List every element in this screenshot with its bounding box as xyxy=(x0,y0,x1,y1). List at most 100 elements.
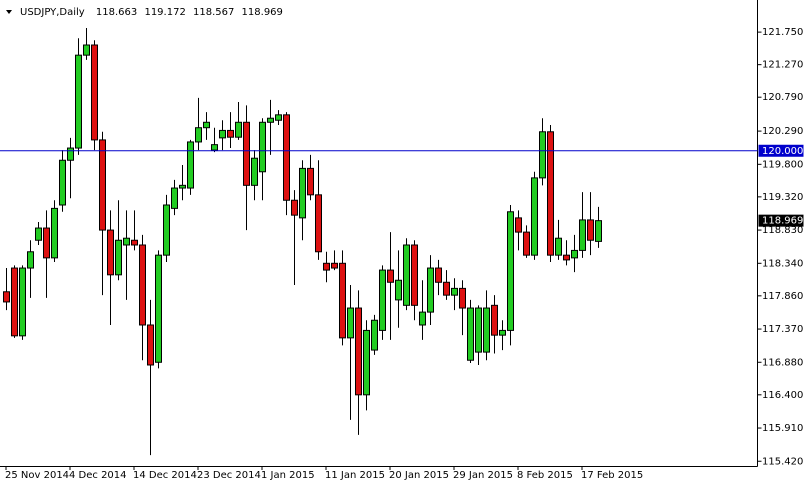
level-label-box xyxy=(758,144,804,157)
candle-body xyxy=(339,262,346,339)
x-tick-label: 29 Jan 2015 xyxy=(453,470,513,481)
level-label: 120.000 xyxy=(762,146,803,157)
candle-body xyxy=(3,291,10,303)
header-close: 118.969 xyxy=(242,7,283,18)
x-tick-label: 4 Dec 2014 xyxy=(69,470,127,481)
price-label-box xyxy=(758,214,804,227)
candle-body xyxy=(483,307,490,353)
y-tick-label: 116.880 xyxy=(762,357,803,368)
candle-body xyxy=(67,147,74,161)
candle-body xyxy=(323,262,330,271)
candle-body xyxy=(11,267,18,337)
candle-body xyxy=(299,167,306,219)
candle-body xyxy=(27,251,34,269)
candle-body xyxy=(131,239,138,246)
candle-body xyxy=(139,244,146,326)
candle-body xyxy=(563,254,570,261)
candle-body xyxy=(515,217,522,233)
candle-body xyxy=(283,114,290,201)
candle-body xyxy=(451,287,458,296)
candle-body xyxy=(187,141,194,189)
x-tick-label: 20 Jan 2015 xyxy=(389,470,449,481)
candle-body xyxy=(579,219,586,251)
candle-body xyxy=(163,204,170,256)
candle-body xyxy=(19,267,26,337)
candle-body xyxy=(467,307,474,361)
candle-body xyxy=(267,117,274,123)
y-tick-label: 115.420 xyxy=(762,456,803,467)
candle-body xyxy=(107,229,114,276)
candle-body xyxy=(531,177,538,256)
candle-body xyxy=(251,157,258,186)
candle-body xyxy=(155,254,162,363)
y-tick-label: 119.320 xyxy=(762,192,803,203)
header-open: 118.663 xyxy=(96,7,137,18)
candle-body xyxy=(427,267,434,313)
candle-body xyxy=(387,269,394,283)
y-tick-label: 118.340 xyxy=(762,258,803,269)
candle-body xyxy=(555,237,562,256)
candle-body xyxy=(75,54,82,149)
candle-body xyxy=(291,199,298,216)
candle-body xyxy=(347,307,354,339)
y-tick-label: 115.910 xyxy=(762,423,803,434)
candle-body xyxy=(211,144,218,151)
candle-body xyxy=(227,129,234,138)
y-tick-label: 119.800 xyxy=(762,159,803,170)
chart-header: USDJPY,Daily 118.663 119.172 118.567 118… xyxy=(20,7,283,18)
candle-body xyxy=(43,227,50,259)
candle-body xyxy=(595,220,602,242)
candle-body xyxy=(171,187,178,209)
candle-body xyxy=(91,44,98,141)
y-tick-label: 121.750 xyxy=(762,27,803,38)
candle-body xyxy=(51,207,58,259)
candle-body xyxy=(571,249,578,259)
candle-body xyxy=(547,131,554,256)
candle-body xyxy=(539,131,546,179)
candle-body xyxy=(523,231,530,256)
x-tick-label: 14 Dec 2014 xyxy=(133,470,197,481)
price-label: 118.969 xyxy=(762,216,803,227)
candle-body xyxy=(35,227,42,241)
candle-body xyxy=(99,139,106,231)
candle-body xyxy=(443,281,450,296)
candle-body xyxy=(115,239,122,276)
candle-body xyxy=(147,324,154,366)
candle-body xyxy=(275,114,282,121)
candle-body xyxy=(459,287,466,309)
y-tick-label: 118.830 xyxy=(762,225,803,236)
candle-body xyxy=(475,307,482,353)
candle-body xyxy=(587,219,594,241)
candle-body xyxy=(315,194,322,253)
candle-body xyxy=(59,159,66,206)
header-arrow xyxy=(6,10,12,14)
candle-body xyxy=(203,121,210,129)
candle-body xyxy=(379,269,386,331)
y-tick-label: 116.400 xyxy=(762,390,803,401)
header-high: 119.172 xyxy=(144,7,185,18)
symbol: USDJPY,Daily xyxy=(20,7,85,18)
candle-body xyxy=(195,127,202,143)
x-tick-label: 11 Jan 2015 xyxy=(325,470,385,481)
y-tick-label: 121.270 xyxy=(762,60,803,71)
x-tick-label: 25 Nov 2014 xyxy=(5,470,69,481)
candle-body xyxy=(235,121,242,138)
candle-body xyxy=(83,44,90,56)
candle-body xyxy=(371,319,378,351)
candle-body xyxy=(123,237,130,246)
candle-body xyxy=(243,121,250,186)
candle-body xyxy=(411,244,418,306)
candle-body xyxy=(179,184,186,189)
header-low: 118.567 xyxy=(193,7,234,18)
candle-body xyxy=(259,121,266,173)
candle-body xyxy=(363,329,370,396)
candle-body xyxy=(219,129,226,139)
candle-body xyxy=(499,329,506,336)
candle-body xyxy=(435,267,442,283)
x-tick-label: 1 Jan 2015 xyxy=(261,470,315,481)
y-tick-label: 117.370 xyxy=(762,324,803,335)
candle-body xyxy=(419,311,426,326)
y-tick-label: 120.790 xyxy=(762,92,803,103)
x-tick-label: 23 Dec 2014 xyxy=(197,470,261,481)
